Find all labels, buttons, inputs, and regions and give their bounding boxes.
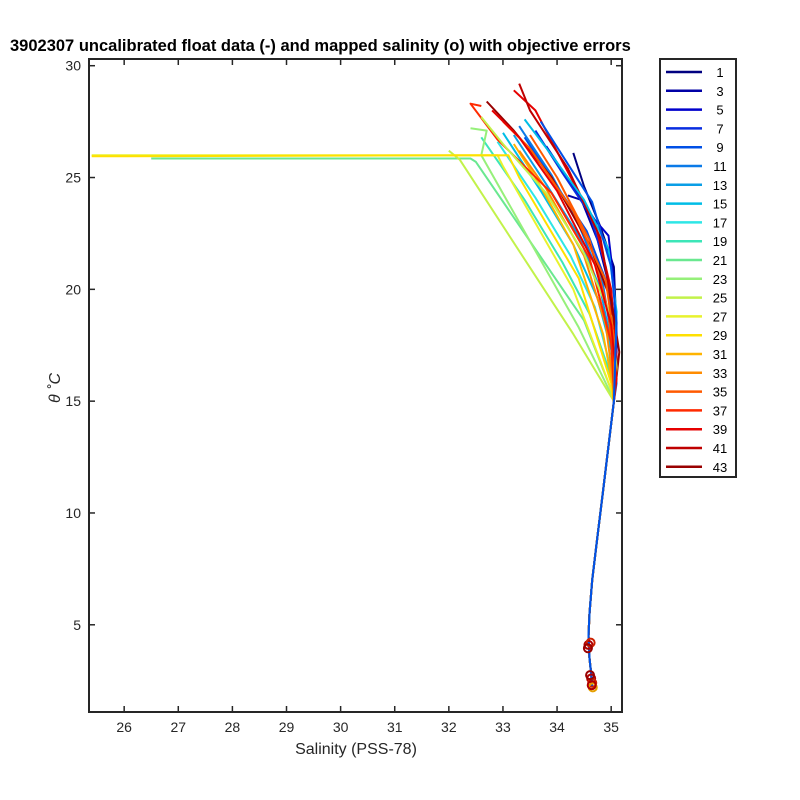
x-tick-label: 34 [549,719,565,735]
legend-label: 3 [716,84,723,99]
legend-label: 1 [716,65,723,80]
legend-label: 39 [713,422,727,437]
x-tick-label: 28 [225,719,241,735]
legend-label: 17 [713,215,727,230]
mapped-point [582,643,593,654]
x-axis: 26 27 28 29 30 31 32 33 34 35 [116,59,619,735]
legend-label: 11 [713,159,727,174]
legend-label: 19 [713,234,727,249]
legend-label: 15 [713,197,727,212]
legend-label: 31 [713,347,727,362]
x-tick-label: 27 [170,719,186,735]
legend-label: 27 [713,309,727,324]
mapped-point [585,670,596,681]
series-line [539,121,618,688]
legend-label: 25 [713,291,727,306]
x-tick-label: 26 [116,719,132,735]
x-tick-label: 32 [441,719,457,735]
y-tick-label: 10 [65,505,81,521]
x-axis-label: Salinity (PSS-78) [295,741,417,758]
x-tick-label: 35 [603,719,619,735]
x-tick-label: 31 [387,719,403,735]
plot-frame [88,58,623,713]
y-tick-label: 20 [65,281,81,297]
legend-label: 41 [713,441,727,456]
y-tick-label: 5 [73,617,81,633]
legend-label: 13 [713,178,727,193]
x-tick-label: 33 [495,719,511,735]
legend-label: 33 [713,366,727,381]
legend-label: 43 [713,460,727,475]
y-axis: 5 10 15 20 25 30 [65,58,622,633]
legend-label: 5 [716,103,723,118]
mapped-point [586,680,597,691]
legend-label: 7 [716,121,723,136]
legend-label: 23 [713,272,727,287]
y-tick-label: 25 [65,170,81,186]
legend-label: 35 [713,385,727,400]
x-tick-label: 30 [333,719,349,735]
y-tick-label: 30 [65,58,81,74]
y-tick-label: 15 [65,393,81,409]
legend-label: 29 [713,328,727,343]
chart-title: 3902307 uncalibrated float data (-) and … [10,37,631,55]
legend-label: 37 [713,403,727,418]
y-axis-label: θ ˚C [47,373,64,403]
mapped-points-layer [582,637,598,693]
legend-label: 9 [716,140,723,155]
plot-area [89,59,622,712]
x-tick-label: 29 [279,719,295,735]
legend-label: 21 [713,253,727,268]
